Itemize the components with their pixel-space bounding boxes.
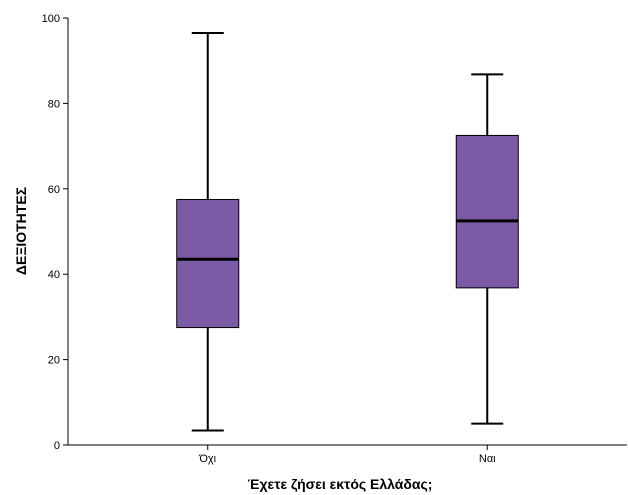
x-tick-label: Ναι: [479, 453, 496, 465]
x-axis-title: Έχετε ζήσει εκτός Ελλάδας;: [248, 476, 433, 492]
plot-area: 0 20 40 60 80 100 Όχι Ναι: [42, 13, 627, 465]
y-tick-label: 0: [54, 440, 60, 452]
y-tick-label: 40: [48, 269, 60, 281]
y-tick-label: 60: [48, 184, 60, 196]
y-tick-label: 20: [48, 355, 60, 367]
y-tick-label: 80: [48, 98, 60, 110]
box-iqr: [176, 198, 240, 329]
y-axis-title: ΔΕΞΙΟΤΗΤΕΣ: [13, 187, 29, 275]
x-tick-label: Όχι: [198, 453, 216, 465]
y-tick-label: 100: [42, 13, 60, 25]
box-iqr: [455, 134, 519, 289]
